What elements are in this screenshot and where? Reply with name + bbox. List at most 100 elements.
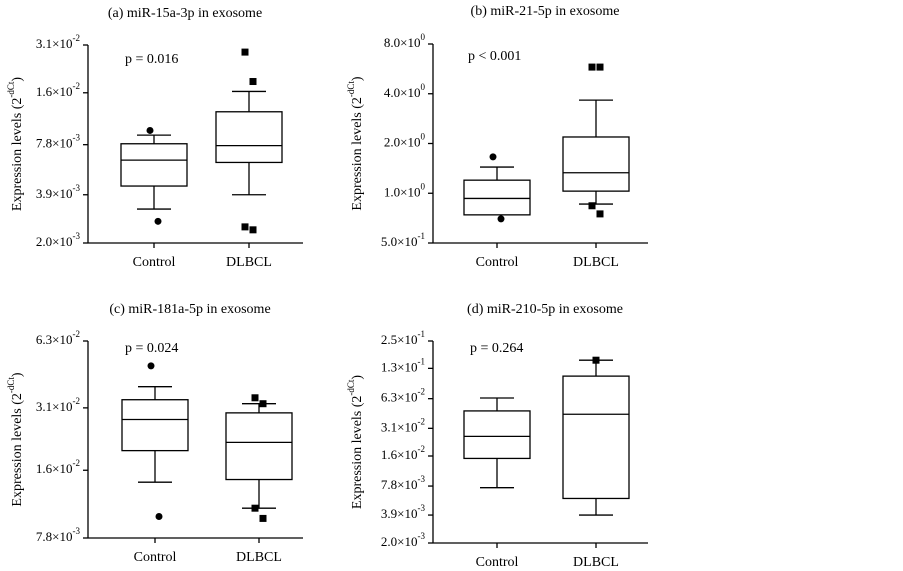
y-tick-label-exp: -2 <box>73 329 81 339</box>
y-tick-label-text: 7.8×10 <box>381 477 418 492</box>
p-value: p < 0.001 <box>468 49 521 64</box>
y-tick-label-exp: -3 <box>73 231 81 241</box>
y-tick-label-exp: -1 <box>418 329 426 339</box>
y-tick-label: 7.8×10-3 <box>36 526 81 544</box>
box <box>215 111 283 164</box>
panel-title: (a) miR-15a-3p in exosome <box>108 6 262 21</box>
y-tick-label-text: 1.6×10 <box>381 447 418 462</box>
box <box>562 136 630 192</box>
outlier <box>155 512 163 520</box>
box <box>120 143 188 187</box>
y-tick-label-exp: -3 <box>418 503 426 513</box>
y-tick-label: 1.6×10-2 <box>36 458 80 476</box>
y-tick-label: 4.0×100 <box>384 82 426 100</box>
y-axis-label-end: ) <box>350 76 365 81</box>
y-tick-label: 8.0×100 <box>384 32 426 50</box>
x-tick-label: Control <box>134 550 177 565</box>
box <box>463 179 531 216</box>
y-tick-label-text: 6.3×10 <box>36 332 73 347</box>
y-tick-label-text: 2.5×10 <box>381 332 418 347</box>
box <box>225 412 293 481</box>
outlier <box>241 223 249 231</box>
y-tick-label: 3.1×10-2 <box>381 416 425 434</box>
x-tick-label: DLBCL <box>226 255 272 270</box>
y-tick-label-text: 8.0×10 <box>384 35 421 50</box>
y-tick-label-exp: 0 <box>421 132 426 142</box>
y-tick-label-exp: -2 <box>73 33 81 43</box>
y-tick-label-exp: -2 <box>418 387 426 397</box>
p-value: p = 0.016 <box>125 52 178 67</box>
y-tick-label-exp: -2 <box>418 444 426 454</box>
outlier <box>259 514 267 522</box>
panel-title: (b) miR-21-5p in exosome <box>471 4 620 19</box>
y-axis-label-sup: -dCt <box>6 377 16 394</box>
y-axis-label-text: Expression levels (2 <box>10 98 25 212</box>
y-tick-label-exp: 0 <box>421 181 426 191</box>
y-axis-label-text: Expression levels (2 <box>10 393 25 507</box>
y-tick-label-exp: -3 <box>73 526 81 536</box>
y-tick-label-text: 3.9×10 <box>381 506 418 521</box>
y-tick-label: 6.3×10-2 <box>381 387 425 405</box>
y-axis-label-text: Expression levels (2 <box>350 97 365 211</box>
y-axis-label: Expression levels (2-dCt) <box>346 375 365 510</box>
y-axis-label-end: ) <box>10 372 25 377</box>
y-tick-label-text: 1.0×10 <box>384 184 421 199</box>
outlier <box>249 78 257 86</box>
y-tick-label: 5.0×10-1 <box>381 231 425 249</box>
y-axis-label-text: Expression levels (2 <box>350 396 365 510</box>
panel-title: (d) miR-210-5p in exosome <box>467 302 623 317</box>
y-tick-label-exp: -1 <box>418 231 426 241</box>
x-tick-label: Control <box>133 255 176 270</box>
y-tick-label: 3.9×10-3 <box>381 503 426 521</box>
outlier <box>146 126 154 134</box>
outlier <box>259 400 267 408</box>
outlier <box>497 215 505 223</box>
y-tick-label: 1.6×10-2 <box>36 81 80 99</box>
outlier <box>251 394 259 402</box>
y-tick-label: 2.0×10-3 <box>381 531 426 549</box>
x-tick-label: DLBCL <box>573 555 619 570</box>
outlier <box>588 202 596 210</box>
y-tick-label-text: 3.1×10 <box>36 399 73 414</box>
y-tick-label-exp: -2 <box>73 81 81 91</box>
y-tick-label-exp: -1 <box>418 356 426 366</box>
y-tick-label-text: 2.0×10 <box>36 234 73 249</box>
y-tick-label-exp: -3 <box>73 133 81 143</box>
y-tick-label: 6.3×10-2 <box>36 329 80 347</box>
outlier <box>147 362 155 370</box>
y-tick-label: 7.8×10-3 <box>381 474 426 492</box>
y-axis-label: Expression levels (2-dCt) <box>6 77 25 212</box>
y-axis-label-end: ) <box>10 77 25 82</box>
y-tick-label-exp: 0 <box>421 32 426 42</box>
outlier <box>154 217 162 225</box>
y-tick-label: 2.0×10-3 <box>36 231 81 249</box>
box <box>121 399 189 452</box>
y-tick-label-text: 5.0×10 <box>381 234 418 249</box>
outlier <box>251 504 259 512</box>
panel-title: (c) miR-181a-5p in exosome <box>109 302 270 317</box>
y-tick-label-text: 1.6×10 <box>36 84 73 99</box>
p-value: p = 0.024 <box>125 341 178 356</box>
y-tick-label-text: 2.0×10 <box>381 534 418 549</box>
p-value: p = 0.264 <box>470 341 523 356</box>
outlier <box>596 210 604 218</box>
y-tick-label: 3.9×10-3 <box>36 183 81 201</box>
y-tick-label-text: 3.9×10 <box>36 186 73 201</box>
y-tick-label-text: 7.8×10 <box>36 136 73 151</box>
x-tick-label: DLBCL <box>236 550 282 565</box>
y-tick-label-exp: -3 <box>418 474 426 484</box>
x-tick-label: Control <box>476 255 519 270</box>
outlier <box>489 153 497 161</box>
y-axis-label-sup: -dCt <box>6 81 16 98</box>
y-tick-label-text: 3.1×10 <box>36 36 73 51</box>
y-tick-label-text: 4.0×10 <box>384 85 421 100</box>
y-tick-label: 3.1×10-2 <box>36 33 80 51</box>
y-tick-label: 3.1×10-2 <box>36 396 80 414</box>
y-tick-label: 2.0×100 <box>384 132 426 150</box>
y-tick-label-exp: -3 <box>73 183 81 193</box>
y-tick-label-exp: -3 <box>418 531 426 541</box>
y-tick-label-text: 6.3×10 <box>381 390 418 405</box>
box <box>463 410 531 460</box>
